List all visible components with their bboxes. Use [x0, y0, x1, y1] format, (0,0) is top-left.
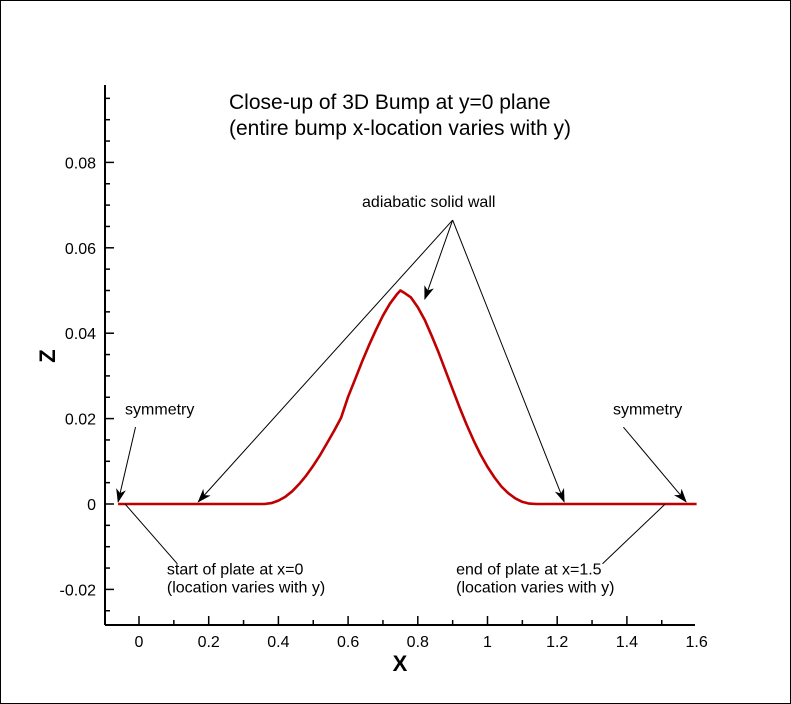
chart-title-line: (entire bump x-location varies with y): [229, 117, 571, 140]
y-tick-label: 0.08: [65, 155, 96, 172]
x-tick-label: 0.4: [267, 634, 289, 651]
start-of-plate-annotation: start of plate at x=0 (location varies wi…: [124, 503, 325, 596]
symmetry-right-arrow: [623, 426, 687, 503]
start-of-plate-label: start of plate at x=0 (location varies wi…: [167, 561, 325, 596]
adiabatic-wall-arrow: [197, 219, 454, 503]
start-of-plate-arrow: [124, 503, 178, 565]
end-of-plate-annotation: end of plate at x=1.5 (location varies wi…: [456, 503, 666, 596]
end-of-plate-label-line: (location varies with y): [456, 579, 614, 596]
symmetry-left-label-line: symmetry: [125, 401, 194, 418]
symmetry-left-label: symmetry: [125, 401, 194, 418]
x-tick-label: 1: [483, 634, 492, 651]
adiabatic-wall-label-line: adiabatic solid wall: [362, 194, 495, 211]
end-of-plate-label-line: end of plate at x=1.5: [456, 561, 602, 578]
x-tick-label: 0.8: [407, 634, 429, 651]
symmetry-left-arrow: [116, 427, 137, 503]
chart-title: Close-up of 3D Bump at y=0 plane (entire …: [229, 91, 571, 140]
x-tick-label: 1.6: [685, 634, 707, 651]
adiabatic-wall-arrow: [452, 219, 565, 503]
adiabatic-wall-arrow: [424, 219, 454, 300]
annotations: symmetry symmetry adiabatic solid wall star…: [116, 194, 687, 596]
x-tick-label: 0: [135, 634, 144, 651]
curve-layer: [118, 289, 697, 506]
x-tick-label: 1.4: [616, 634, 638, 651]
start-of-plate-label-line: (location varies with y): [167, 579, 325, 596]
symmetry-right-label-line: symmetry: [613, 401, 682, 418]
x-tick-label: 0.2: [198, 634, 220, 651]
y-tick-label: 0: [87, 497, 96, 514]
y-tick-label: 0.04: [65, 326, 96, 343]
end-of-plate-label: end of plate at x=1.5 (location varies wi…: [456, 561, 614, 596]
start-of-plate-label-line: start of plate at x=0: [167, 561, 304, 578]
symmetry-left-annotation: symmetry: [116, 401, 194, 503]
end-of-plate-arrow: [602, 503, 666, 565]
axes: 0 0.2 0.4 0.6 0.8 1 1.2 1.4 1.6 -0.02 0 0.02 0.04 0.0…: [35, 85, 708, 676]
bump-curve: [118, 289, 697, 506]
adiabatic-wall-annotation: adiabatic solid wall: [197, 194, 565, 503]
adiabatic-wall-label: adiabatic solid wall: [362, 194, 495, 211]
chart-title-line: Close-up of 3D Bump at y=0 plane: [229, 91, 551, 114]
symmetry-right-label: symmetry: [613, 401, 682, 418]
x-tick-label: 0.6: [337, 634, 359, 651]
symmetry-right-annotation: symmetry: [613, 401, 687, 503]
y-axis-title: Z: [35, 349, 60, 362]
y-tick-label: 0.06: [65, 241, 96, 258]
x-tick-label: 1.2: [546, 634, 568, 651]
x-axis-title: X: [393, 651, 408, 676]
y-tick-label: -0.02: [60, 582, 97, 599]
y-tick-label: 0.02: [65, 412, 96, 429]
